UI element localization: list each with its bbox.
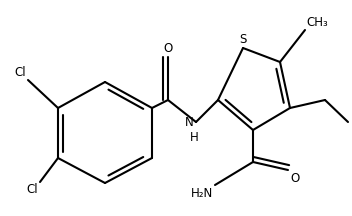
Text: Cl: Cl bbox=[14, 66, 26, 79]
Text: S: S bbox=[239, 33, 247, 46]
Text: Cl: Cl bbox=[26, 183, 38, 196]
Text: H: H bbox=[190, 131, 199, 144]
Text: O: O bbox=[290, 172, 299, 185]
Text: O: O bbox=[163, 42, 172, 55]
Text: N: N bbox=[185, 116, 194, 129]
Text: CH₃: CH₃ bbox=[306, 16, 328, 29]
Text: H₂N: H₂N bbox=[191, 187, 213, 200]
